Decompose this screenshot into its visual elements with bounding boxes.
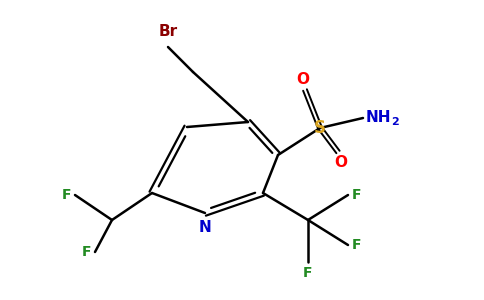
Text: F: F	[81, 245, 91, 259]
Text: N: N	[198, 220, 212, 235]
Text: NH: NH	[366, 110, 392, 125]
Text: O: O	[334, 155, 348, 170]
Text: F: F	[303, 266, 313, 280]
Text: F: F	[61, 188, 71, 202]
Text: O: O	[297, 72, 309, 87]
Text: S: S	[314, 119, 326, 137]
Text: Br: Br	[158, 24, 178, 39]
Text: F: F	[352, 238, 362, 252]
Text: F: F	[352, 188, 362, 202]
Text: 2: 2	[391, 117, 399, 127]
